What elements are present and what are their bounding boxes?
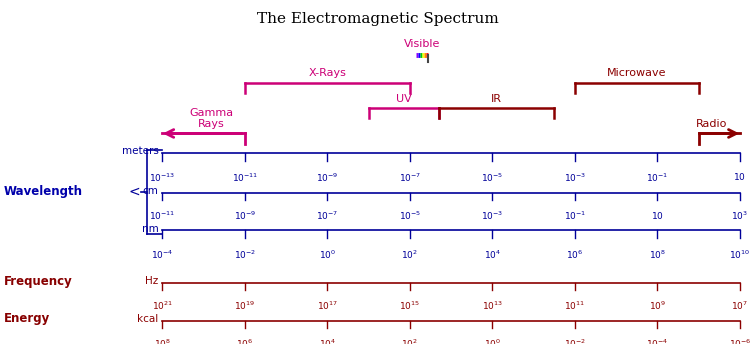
Text: $10^{-7}$: $10^{-7}$ <box>316 210 338 222</box>
Text: $10^{-9}$: $10^{-9}$ <box>316 171 338 184</box>
Text: $10^{3}$: $10^{3}$ <box>732 210 748 222</box>
Text: meters: meters <box>122 146 159 157</box>
Text: $10^{-1}$: $10^{-1}$ <box>646 171 668 184</box>
Text: $10^{-11}$: $10^{-11}$ <box>232 171 258 184</box>
Text: $10^{-2}$: $10^{-2}$ <box>234 248 256 261</box>
Text: $10^{19}$: $10^{19}$ <box>234 300 255 312</box>
Text: Hz: Hz <box>145 276 159 286</box>
Text: $10^{-6}$: $10^{-6}$ <box>729 338 751 344</box>
Text: Microwave: Microwave <box>607 68 667 78</box>
Text: $10^{2}$: $10^{2}$ <box>402 338 418 344</box>
Text: <: < <box>128 185 140 199</box>
Text: Radio: Radio <box>696 119 727 129</box>
Text: $10^{-11}$: $10^{-11}$ <box>149 210 175 222</box>
Text: $10^{9}$: $10^{9}$ <box>649 300 666 312</box>
Text: $10^{0}$: $10^{0}$ <box>319 248 336 261</box>
Text: Gamma
Rays: Gamma Rays <box>189 108 233 129</box>
Text: The Electromagnetic Spectrum: The Electromagnetic Spectrum <box>257 12 498 26</box>
Text: $10^{10}$: $10^{10}$ <box>729 248 750 261</box>
Text: $10^{6}$: $10^{6}$ <box>236 338 254 344</box>
Text: $10^{-2}$: $10^{-2}$ <box>564 338 586 344</box>
Text: $10^{7}$: $10^{7}$ <box>732 300 748 312</box>
Text: $10^{0}$: $10^{0}$ <box>484 338 501 344</box>
Text: $10^{-5}$: $10^{-5}$ <box>481 171 504 184</box>
Text: $10^{8}$: $10^{8}$ <box>154 338 171 344</box>
Text: $10^{11}$: $10^{11}$ <box>564 300 585 312</box>
Text: Frequency: Frequency <box>4 275 72 288</box>
Text: $10^{15}$: $10^{15}$ <box>399 300 421 312</box>
Text: $10^{21}$: $10^{21}$ <box>152 300 173 312</box>
Text: $10^{-5}$: $10^{-5}$ <box>399 210 421 222</box>
Text: $10^{-1}$: $10^{-1}$ <box>564 210 586 222</box>
Text: X-Rays: X-Rays <box>308 68 347 78</box>
Text: Wavelength: Wavelength <box>4 185 83 198</box>
Text: Energy: Energy <box>4 312 50 325</box>
Text: $10^{6}$: $10^{6}$ <box>566 248 584 261</box>
Text: $10^{8}$: $10^{8}$ <box>649 248 666 261</box>
Text: $10^{17}$: $10^{17}$ <box>317 300 338 312</box>
Text: UV: UV <box>396 94 411 104</box>
Text: cm: cm <box>143 186 159 196</box>
Text: nm: nm <box>142 224 159 234</box>
Text: kcal: kcal <box>137 314 159 324</box>
Text: $10^{2}$: $10^{2}$ <box>402 248 418 261</box>
Text: $10^{-9}$: $10^{-9}$ <box>233 210 256 222</box>
Text: $10^{-4}$: $10^{-4}$ <box>646 338 669 344</box>
Text: $10^{-3}$: $10^{-3}$ <box>564 171 586 184</box>
Text: $10$: $10$ <box>651 210 664 221</box>
Text: $10^{4}$: $10^{4}$ <box>484 248 501 261</box>
Text: $10^{4}$: $10^{4}$ <box>319 338 336 344</box>
Text: $10^{-3}$: $10^{-3}$ <box>481 210 504 222</box>
Text: $10^{-4}$: $10^{-4}$ <box>151 248 174 261</box>
Text: Visible: Visible <box>404 39 440 49</box>
Text: $10^{-13}$: $10^{-13}$ <box>149 171 175 184</box>
Text: IR: IR <box>491 94 502 104</box>
Text: $10$: $10$ <box>733 171 747 182</box>
Text: $10^{13}$: $10^{13}$ <box>482 300 503 312</box>
Text: $10^{-7}$: $10^{-7}$ <box>399 171 421 184</box>
